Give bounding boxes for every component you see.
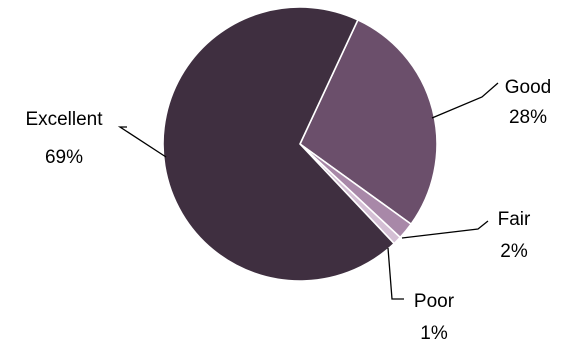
label-excellent-name: Excellent	[25, 109, 103, 130]
label-good-value: 28%	[509, 107, 547, 128]
leader-lines	[117, 82, 499, 300]
label-good-name: Good	[505, 77, 551, 98]
label-poor-name: Poor	[414, 291, 455, 312]
leader-fair	[401, 220, 489, 239]
leader-poor	[387, 247, 404, 300]
label-poor-value: 1%	[420, 323, 448, 344]
leader-good	[431, 82, 499, 119]
leader-excellent	[117, 126, 167, 158]
pie-slice-excellent	[162, 6, 396, 282]
label-excellent-value: 69%	[45, 147, 83, 168]
label-fair-name: Fair	[498, 209, 531, 230]
pie-slices	[162, 6, 438, 282]
label-fair-value: 2%	[500, 241, 528, 262]
